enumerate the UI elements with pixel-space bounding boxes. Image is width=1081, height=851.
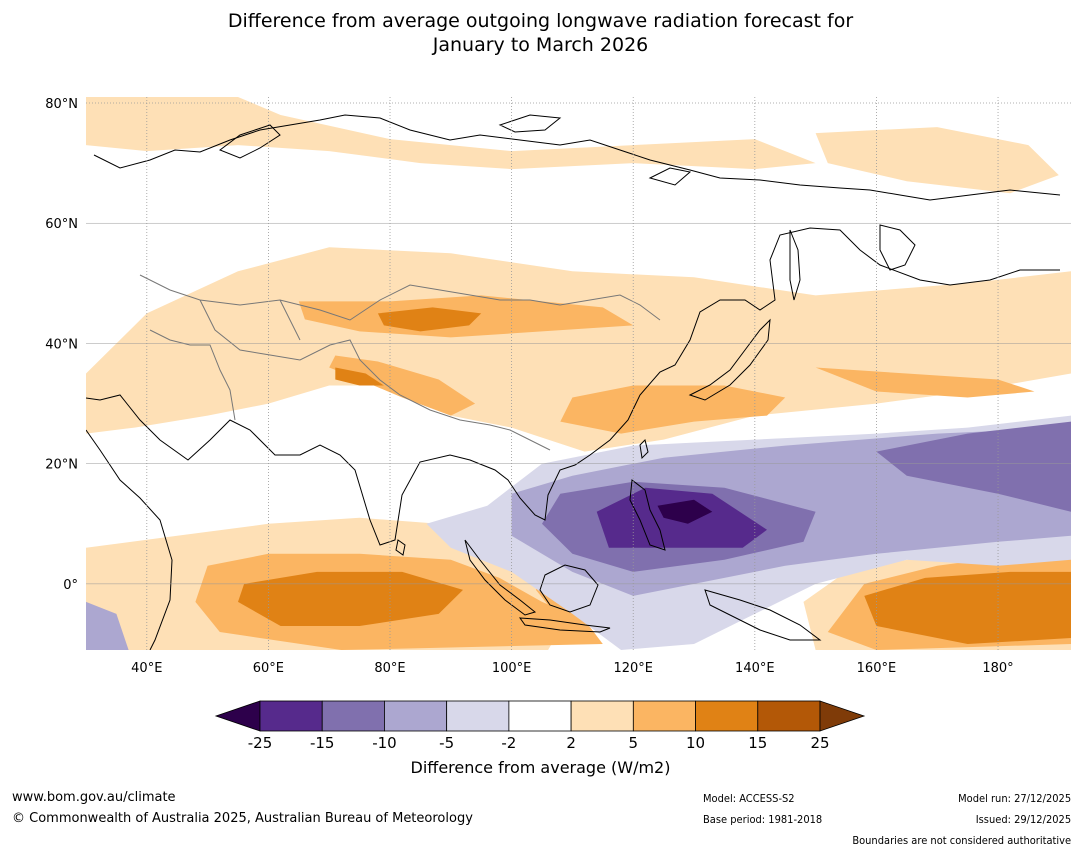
zone-indian-ocean-strong — [238, 571, 463, 626]
coastline-kamchatka — [879, 224, 916, 271]
lon-label: 80°E — [374, 661, 405, 676]
coastline-java — [518, 617, 611, 633]
zone-philippines-peak-neg — [657, 499, 713, 524]
lon-label: 100°E — [492, 661, 532, 676]
footer-copyright: © Commonwealth of Australia 2025, Austra… — [12, 811, 473, 826]
zone-pacific-strong — [864, 571, 1071, 644]
zone-north-pacific-moderate — [815, 367, 1035, 398]
colorbar-segment — [321, 700, 385, 732]
colorbar-tick-label: 10 — [686, 734, 705, 752]
colorbar-segment — [695, 700, 759, 732]
coastline-asia-mainland — [86, 114, 1061, 546]
footer-base-period: Base period: 1981-2018 — [703, 813, 823, 826]
zone-northeast-band — [815, 127, 1059, 194]
lon-label: 160°E — [857, 661, 897, 676]
footer-model-info: Model: ACCESS-S2 Base period: 1981-2018 — [703, 788, 822, 830]
longitude-labels: 40°E 60°E 80°E 100°E 120°E 140°E 160°E 180° — [131, 661, 1014, 676]
colorbar-tick-label: 15 — [748, 734, 767, 752]
coastline-sakhalin — [789, 229, 801, 301]
coastline-philippines — [629, 479, 666, 551]
footer-disclaimer: Boundaries are not considered authoritat… — [852, 834, 1071, 847]
coastline-taiwan — [639, 439, 649, 460]
colorbar-tick-label: 2 — [566, 734, 576, 752]
colorbar-segment — [446, 700, 510, 732]
colorbar-tick-label: 25 — [810, 734, 829, 752]
colorbar-segment — [757, 700, 821, 732]
zone-tarim-strong — [377, 307, 482, 332]
zone-pamir-strong — [335, 367, 384, 386]
footer-website[interactable]: www.bom.gov.au/climate — [12, 790, 176, 805]
colorbar-segment — [384, 700, 448, 732]
footer-model-run: Model run: 27/12/2025 — [957, 792, 1071, 805]
lat-label: 80°N — [45, 97, 78, 112]
colorbar-segment — [570, 700, 634, 732]
latitude-labels: 80°N 60°N 40°N 20°N 0° — [45, 97, 78, 593]
coastline-borneo — [539, 564, 599, 613]
colorbar-segment — [259, 700, 323, 732]
coastline-sri-lanka — [395, 539, 406, 556]
zone-china-moderate — [560, 385, 786, 434]
colorbar-tick-label: -15 — [310, 734, 335, 752]
coastlines — [86, 114, 1061, 650]
colorbar: -25 -15 -10 -5 -2 2 5 10 15 25 — [214, 700, 866, 752]
lat-label: 20°N — [45, 458, 78, 473]
border-central-asia — [139, 274, 661, 451]
colorbar-tick-label: -25 — [248, 734, 273, 752]
lon-label: 40°E — [131, 661, 162, 676]
lat-label: 60°N — [45, 217, 78, 232]
zone-tibet-moderate — [329, 355, 476, 416]
colorbar-tick-label: -2 — [501, 734, 516, 752]
graticule — [86, 97, 1071, 650]
colorbar-over-arrow — [819, 700, 866, 732]
colorbar-segment — [632, 700, 696, 732]
country-borders — [139, 274, 661, 451]
lon-label: 180° — [982, 661, 1013, 676]
zone-se-africa-neg — [86, 601, 129, 650]
lat-label: 0° — [63, 578, 78, 593]
lon-label: 60°E — [253, 661, 284, 676]
footer-left: www.bom.gov.au/climate © Commonwealth of… — [12, 787, 473, 829]
footer-model: Model: ACCESS-S2 — [703, 792, 795, 805]
colorbar-tick-label: 5 — [629, 734, 639, 752]
coastline-japan — [688, 318, 771, 401]
footer-run-info: Model run: 27/12/2025 Issued: 29/12/2025… — [852, 788, 1071, 851]
title-line-2: January to March 2026 — [432, 34, 649, 56]
colorbar-tick-label: -5 — [439, 734, 454, 752]
title-line-1: Difference from average outgoing longwav… — [227, 10, 854, 32]
lon-label: 120°E — [613, 661, 653, 676]
colorbar-tick-label: -10 — [372, 734, 397, 752]
zone-pacific-east-neg — [876, 421, 1071, 512]
zone-central-asia-broad — [86, 247, 1071, 452]
chart-title: Difference from average outgoing longwav… — [0, 9, 1081, 57]
coastline-arctic-islands — [218, 114, 692, 186]
lon-label: 140°E — [735, 661, 775, 676]
coastline-sumatra — [464, 539, 537, 616]
colorbar-label: Difference from average (W/m2) — [410, 758, 671, 777]
anomaly-zones — [86, 97, 1071, 650]
colorbar-under-arrow — [214, 700, 261, 732]
colorbar-segment — [508, 700, 572, 732]
lat-label: 40°N — [45, 337, 78, 352]
coastline-africa — [86, 429, 173, 650]
footer-issued: Issued: 29/12/2025 — [975, 813, 1071, 826]
